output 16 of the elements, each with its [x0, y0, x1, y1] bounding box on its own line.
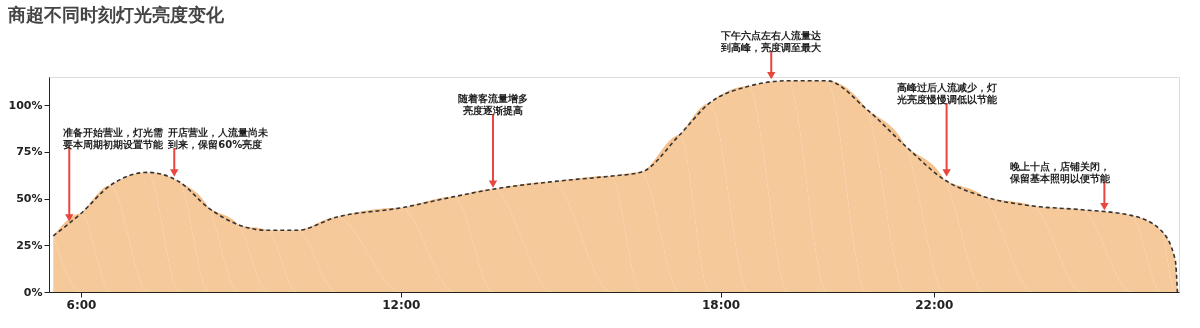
chart-title: 商超不同时刻灯光亮度变化	[7, 3, 226, 25]
x-tick-label: 18:00	[702, 297, 741, 312]
annotation: 晚上十点，店铺关闭，保留基本照明以便节能	[1009, 160, 1112, 184]
annotation: 高峰过后人流减少，灯光亮度慢慢调低以节能	[895, 81, 998, 105]
x-tick-label: 12:00	[382, 297, 421, 312]
annotation: 随着客流量增多亮度逐渐提高	[458, 93, 528, 117]
annotation: 下午六点左右人流量达到高峰，亮度调至最大	[720, 29, 823, 53]
y-tick-label: 0%	[23, 285, 43, 299]
y-tick-label: 75%	[16, 145, 43, 159]
y-tick-label: 100%	[8, 98, 43, 112]
x-tick-label: 22:00	[915, 297, 954, 312]
annotation: 准备开始营业，灯光需要本周期初期设置节能	[62, 126, 165, 150]
y-tick-label: 25%	[16, 238, 43, 252]
annotation: 开店营业，人流量尚未到来，保留60%亮度	[167, 126, 270, 150]
x-tick-label: 6:00	[66, 297, 97, 312]
y-tick-label: 50%	[16, 192, 43, 206]
